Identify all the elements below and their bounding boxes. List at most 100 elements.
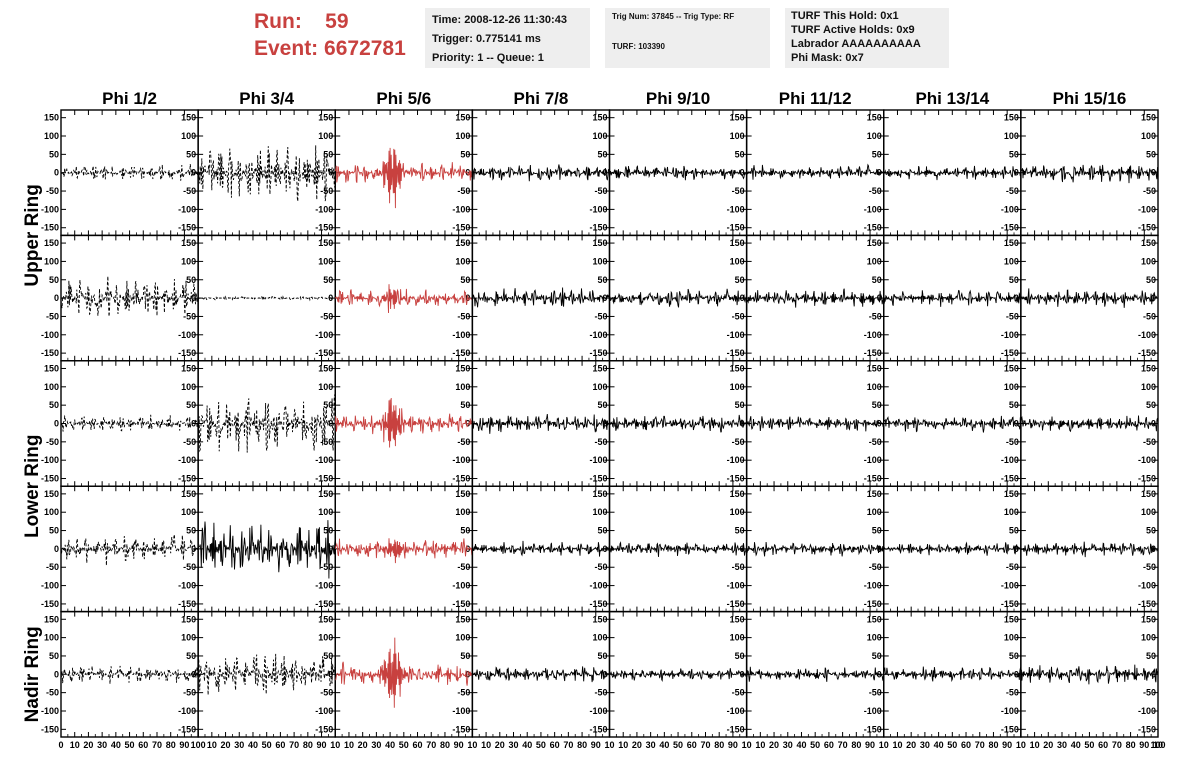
y-tick-label: -150 bbox=[178, 599, 196, 609]
y-tick-label: 150 bbox=[44, 614, 59, 624]
y-tick-label: 50 bbox=[597, 275, 607, 285]
y-tick-label: 100 bbox=[867, 382, 882, 392]
waveform-trace bbox=[609, 288, 748, 309]
x-tick-label: 50 bbox=[673, 740, 683, 750]
y-tick-label: 50 bbox=[872, 651, 882, 661]
x-tick-label: 10 bbox=[481, 740, 491, 750]
y-tick-label: -150 bbox=[315, 474, 333, 484]
x-tick-label: 70 bbox=[563, 740, 573, 750]
y-tick-label: 0 bbox=[877, 419, 882, 429]
trig-num-text: Trig Num: 37845 -- Trig Type: RF bbox=[612, 12, 735, 21]
y-tick-label: -50 bbox=[594, 437, 607, 447]
x-tick-label: 80 bbox=[166, 740, 176, 750]
turf-info-box: TURF This Hold: 0x1 TURF Active Holds: 0x… bbox=[785, 8, 949, 68]
y-tick-label: 100 bbox=[1141, 131, 1156, 141]
x-tick-label: 60 bbox=[1098, 740, 1108, 750]
y-tick-label: 150 bbox=[44, 238, 59, 248]
y-tick-label: 150 bbox=[181, 238, 196, 248]
column-title: Phi 13/14 bbox=[915, 89, 989, 108]
turf-text: TURF: 103390 bbox=[612, 42, 665, 51]
x-tick-label: 10 bbox=[1016, 740, 1026, 750]
y-tick-label: -150 bbox=[41, 348, 59, 358]
waveform-trace bbox=[60, 414, 199, 432]
waveform-trace bbox=[609, 668, 747, 683]
waveform-trace bbox=[609, 165, 747, 181]
x-tick-label: 90 bbox=[865, 740, 875, 750]
y-tick-label: 50 bbox=[323, 275, 333, 285]
y-tick-label: 50 bbox=[49, 400, 59, 410]
y-tick-label: -100 bbox=[315, 204, 333, 214]
y-tick-label: -100 bbox=[864, 581, 882, 591]
x-tick-label: 40 bbox=[1071, 740, 1081, 750]
y-tick-label: -150 bbox=[452, 223, 470, 233]
y-tick-label: -50 bbox=[732, 562, 745, 572]
x-tick-label: 80 bbox=[1126, 740, 1136, 750]
y-tick-label: 50 bbox=[186, 400, 196, 410]
y-tick-label: 100 bbox=[44, 256, 59, 266]
y-tick-label: 100 bbox=[318, 256, 333, 266]
waveform-trace bbox=[334, 147, 473, 209]
y-tick-label: -50 bbox=[732, 437, 745, 447]
y-tick-label: -100 bbox=[589, 581, 607, 591]
y-tick-label: 0 bbox=[191, 544, 196, 554]
y-tick-label: 100 bbox=[455, 382, 470, 392]
y-tick-label: 50 bbox=[49, 149, 59, 159]
waveform-trace bbox=[746, 288, 885, 308]
waveform-trace bbox=[883, 415, 1022, 433]
y-tick-label: -150 bbox=[1001, 348, 1019, 358]
y-tick-label: -150 bbox=[315, 223, 333, 233]
y-tick-label: 50 bbox=[460, 149, 470, 159]
y-tick-label: -50 bbox=[732, 688, 745, 698]
y-tick-label: -150 bbox=[315, 348, 333, 358]
y-tick-label: 100 bbox=[1004, 507, 1019, 517]
x-tick-label: 90 bbox=[1139, 740, 1149, 750]
y-tick-label: -50 bbox=[594, 311, 607, 321]
y-tick-label: 0 bbox=[54, 669, 59, 679]
y-tick-label: 150 bbox=[1004, 614, 1019, 624]
y-tick-label: -150 bbox=[178, 348, 196, 358]
y-tick-label: 0 bbox=[465, 419, 470, 429]
y-tick-label: 100 bbox=[318, 507, 333, 517]
x-tick-label: 40 bbox=[659, 740, 669, 750]
y-tick-label: 50 bbox=[597, 526, 607, 536]
y-tick-label: 100 bbox=[730, 507, 745, 517]
y-tick-label: 100 bbox=[592, 382, 607, 392]
x-tick-label: 30 bbox=[783, 740, 793, 750]
y-tick-label: -50 bbox=[1006, 688, 1019, 698]
y-tick-label: 50 bbox=[735, 651, 745, 661]
waveform-trace bbox=[471, 164, 610, 182]
y-tick-label: -100 bbox=[452, 455, 470, 465]
y-tick-label: -50 bbox=[594, 688, 607, 698]
y-tick-label: 50 bbox=[735, 275, 745, 285]
y-tick-label: -50 bbox=[732, 186, 745, 196]
y-tick-label: 100 bbox=[730, 633, 745, 643]
y-tick-label: 50 bbox=[1146, 526, 1156, 536]
y-tick-label: 100 bbox=[455, 633, 470, 643]
panel-frame bbox=[197, 610, 336, 738]
y-tick-label: 100 bbox=[181, 131, 196, 141]
waveform-trace bbox=[334, 397, 473, 448]
x-tick-label: 70 bbox=[838, 740, 848, 750]
y-tick-label: -100 bbox=[1138, 706, 1156, 716]
x-tick-label: 30 bbox=[509, 740, 519, 750]
y-tick-label: 150 bbox=[318, 614, 333, 624]
y-tick-label: -50 bbox=[1143, 311, 1156, 321]
y-tick-label: 150 bbox=[318, 113, 333, 123]
waveform-trace bbox=[883, 165, 1022, 181]
y-tick-label: 150 bbox=[44, 489, 59, 499]
x-tick-label: 70 bbox=[700, 740, 710, 750]
y-tick-label: -100 bbox=[452, 706, 470, 716]
y-tick-label: 100 bbox=[455, 256, 470, 266]
y-tick-label: 100 bbox=[181, 382, 196, 392]
y-tick-label: -100 bbox=[727, 204, 745, 214]
y-tick-label: 100 bbox=[455, 131, 470, 141]
x-tick-label: 20 bbox=[495, 740, 505, 750]
y-tick-label: -150 bbox=[41, 599, 59, 609]
column-title: Phi 9/10 bbox=[646, 89, 710, 108]
y-tick-label: 150 bbox=[592, 489, 607, 499]
x-tick-label: 30 bbox=[646, 740, 656, 750]
y-tick-label: 150 bbox=[455, 614, 470, 624]
y-tick-label: -100 bbox=[864, 330, 882, 340]
y-tick-label: 100 bbox=[592, 507, 607, 517]
y-tick-label: 0 bbox=[54, 168, 59, 178]
